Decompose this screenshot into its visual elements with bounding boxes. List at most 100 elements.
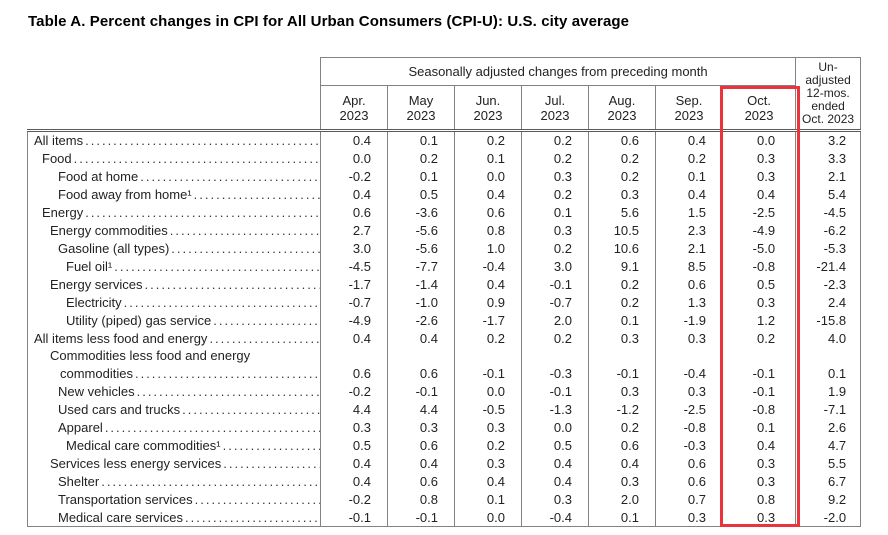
value-cell: -0.7 xyxy=(320,293,388,311)
value-cell: 2.7 xyxy=(320,221,388,239)
value-cell: 5.6 xyxy=(588,203,656,221)
dot-leader xyxy=(170,222,320,239)
value-cell: 0.0 xyxy=(721,130,796,149)
value-cell: -2.5 xyxy=(721,203,796,221)
value-cell: 0.4 xyxy=(721,436,796,454)
value-cell: 0.3 xyxy=(655,382,723,400)
value-cell: 0.3 xyxy=(521,490,589,508)
value-cell: 0.3 xyxy=(387,418,455,436)
value-cell: 0.2 xyxy=(721,329,796,347)
value-cell: 2.4 xyxy=(795,293,862,311)
dot-leader xyxy=(85,132,320,149)
month-column-header: Oct. 2023 xyxy=(721,85,797,132)
value-cell: 0.0 xyxy=(454,167,522,185)
value-cell: 0.1 xyxy=(387,130,455,149)
row-label: Transportation services xyxy=(27,490,321,508)
dot-leader xyxy=(171,240,320,257)
dot-leader xyxy=(140,168,320,185)
row-label: Utility (piped) gas service xyxy=(27,311,321,329)
value-cell: -0.4 xyxy=(454,257,522,275)
value-cell: 4.0 xyxy=(795,329,862,347)
value-cell: -0.2 xyxy=(320,167,388,185)
value-cell: 0.3 xyxy=(721,454,796,472)
value-cell: -0.1 xyxy=(588,347,656,382)
value-cell: 0.3 xyxy=(454,454,522,472)
value-cell: 2.3 xyxy=(655,221,723,239)
table-row: Food away from home¹0.40.50.40.20.30.40.… xyxy=(27,185,862,203)
table-row: Medical care services-0.1-0.10.0-0.40.10… xyxy=(27,508,862,527)
value-cell: 4.7 xyxy=(795,436,862,454)
value-cell: 1.5 xyxy=(655,203,723,221)
value-cell: -0.1 xyxy=(387,508,455,527)
value-cell: -2.3 xyxy=(795,275,862,293)
dot-leader xyxy=(182,401,320,418)
value-cell: -0.7 xyxy=(521,293,589,311)
value-cell: 0.1 xyxy=(588,508,656,527)
value-cell: 2.1 xyxy=(795,167,862,185)
row-label: Apparel xyxy=(27,418,321,436)
value-cell: -2.6 xyxy=(387,311,455,329)
value-cell: 3.2 xyxy=(795,130,862,149)
row-label: Medical care services xyxy=(27,508,321,527)
table-row: Used cars and trucks4.44.4-0.5-1.3-1.2-2… xyxy=(27,400,862,418)
row-label: Shelter xyxy=(27,472,321,490)
value-cell: 10.6 xyxy=(588,239,656,257)
value-cell: 0.6 xyxy=(387,347,455,382)
value-cell: 10.5 xyxy=(588,221,656,239)
row-label: All items xyxy=(27,130,321,149)
value-cell: 0.6 xyxy=(320,203,388,221)
table-row: Energy0.6-3.60.60.15.61.5-2.5-4.5 xyxy=(27,203,862,221)
value-cell: 0.1 xyxy=(454,490,522,508)
value-cell: 0.6 xyxy=(655,472,723,490)
value-cell: -0.2 xyxy=(320,382,388,400)
table-row: Electricity-0.7-1.00.9-0.70.21.30.32.4 xyxy=(27,293,862,311)
value-cell: 3.3 xyxy=(795,149,862,167)
value-cell: 0.9 xyxy=(454,293,522,311)
dot-leader xyxy=(195,491,320,508)
stub-cell xyxy=(27,57,321,132)
value-cell: 0.4 xyxy=(655,185,723,203)
value-cell: -0.8 xyxy=(721,400,796,418)
value-cell: 0.3 xyxy=(655,329,723,347)
value-cell: 0.4 xyxy=(521,472,589,490)
table-row: Medical care commodities¹0.50.60.20.50.6… xyxy=(27,436,862,454)
value-cell: 0.0 xyxy=(521,418,589,436)
value-cell: 0.5 xyxy=(387,185,455,203)
value-cell: 2.6 xyxy=(795,418,862,436)
row-label: New vehicles xyxy=(27,382,321,400)
value-cell: 0.1 xyxy=(588,311,656,329)
value-cell: -0.5 xyxy=(454,400,522,418)
value-cell: 0.6 xyxy=(655,275,723,293)
header-row-group: Seasonally adjusted changes from precedi… xyxy=(27,57,862,132)
value-cell: 0.3 xyxy=(655,508,723,527)
cpi-table: Seasonally adjusted changes from precedi… xyxy=(27,57,862,527)
value-cell: 0.4 xyxy=(588,454,656,472)
value-cell: -21.4 xyxy=(795,257,862,275)
value-cell: -0.2 xyxy=(320,490,388,508)
month-column-header: Jul. 2023 xyxy=(521,85,589,132)
value-cell: 5.5 xyxy=(795,454,862,472)
table-row: New vehicles-0.2-0.10.0-0.10.30.3-0.11.9 xyxy=(27,382,862,400)
value-cell: 0.4 xyxy=(320,472,388,490)
value-cell: -1.7 xyxy=(320,275,388,293)
value-cell: 0.4 xyxy=(320,329,388,347)
value-cell: 0.3 xyxy=(721,472,796,490)
table-row: Services less energy services0.40.40.30.… xyxy=(27,454,862,472)
value-cell: 0.2 xyxy=(454,436,522,454)
value-cell: 9.1 xyxy=(588,257,656,275)
value-cell: -6.2 xyxy=(795,221,862,239)
value-cell: -7.7 xyxy=(387,257,455,275)
value-cell: -5.0 xyxy=(721,239,796,257)
value-cell: 0.3 xyxy=(521,167,589,185)
value-cell: 0.2 xyxy=(588,149,656,167)
cpi-data-table: Seasonally adjusted changes from precedi… xyxy=(27,57,862,527)
month-column-header: May 2023 xyxy=(387,85,455,132)
value-cell: 1.2 xyxy=(721,311,796,329)
value-cell: -5.3 xyxy=(795,239,862,257)
value-cell: -0.4 xyxy=(521,508,589,527)
value-cell: 0.8 xyxy=(454,221,522,239)
value-cell: 0.3 xyxy=(588,185,656,203)
value-cell: 0.4 xyxy=(387,454,455,472)
value-cell: -2.0 xyxy=(795,508,862,527)
